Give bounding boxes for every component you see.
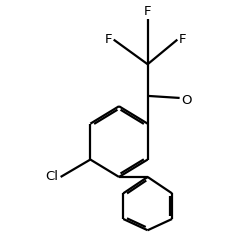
Text: Cl: Cl xyxy=(45,170,58,183)
Text: F: F xyxy=(178,33,185,46)
Text: F: F xyxy=(105,33,112,46)
Text: O: O xyxy=(181,94,191,107)
Text: F: F xyxy=(143,5,151,18)
